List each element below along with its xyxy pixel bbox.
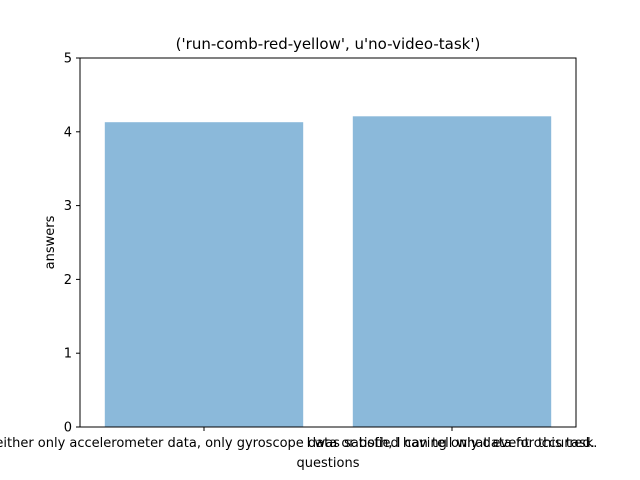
y-tick-label-2: 2 bbox=[64, 273, 72, 288]
y-tick-label-5: 5 bbox=[64, 52, 72, 67]
y-tick-label-1: 1 bbox=[64, 347, 72, 362]
y-axis: 0 1 2 3 4 5 bbox=[64, 52, 80, 436]
bar-2 bbox=[352, 116, 552, 427]
bar-1 bbox=[104, 122, 304, 428]
x-axis: When I look at the graph of either only … bbox=[0, 427, 597, 451]
bars-layer bbox=[104, 116, 552, 428]
y-tick-label-3: 3 bbox=[64, 199, 72, 214]
y-tick-label-0: 0 bbox=[64, 421, 72, 436]
x-tick-label-2: I was satisfied having only data for thi… bbox=[307, 436, 598, 451]
chart-title: ('run-comb-red-yellow', u'no-video-task'… bbox=[176, 35, 481, 53]
x-tick-label-1: When I look at the graph of either only … bbox=[0, 436, 595, 451]
x-axis-label: questions bbox=[297, 456, 360, 471]
plot-frame bbox=[79, 57, 577, 428]
y-tick-label-4: 4 bbox=[64, 125, 72, 140]
y-axis-label: answers bbox=[43, 215, 58, 269]
